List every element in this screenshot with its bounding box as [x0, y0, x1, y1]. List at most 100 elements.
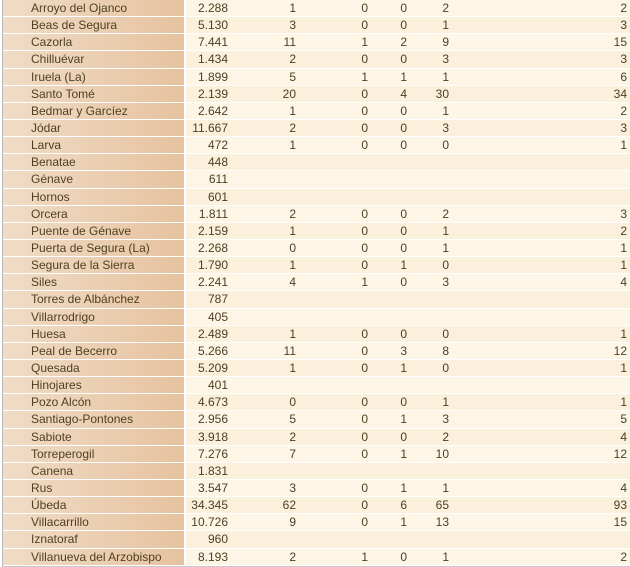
municipality-name-cell: Iznatoraf	[3, 530, 186, 549]
value-col-4-cell: 0	[299, 496, 371, 515]
value-col-5-cell	[371, 462, 410, 480]
value-col-5-cell	[371, 153, 410, 172]
value-col-4-cell: 0	[299, 16, 371, 35]
value-col-5-cell: 0	[371, 205, 410, 223]
value-col-4-cell: 1	[299, 273, 371, 292]
population-cell: 4.673	[185, 393, 231, 412]
table-row: Quesada 5.209 1 0 1 0 1	[3, 359, 630, 378]
total-value-cell: 2	[452, 102, 630, 120]
value-col-3-cell: 5	[231, 68, 299, 86]
value-col-4-cell	[299, 308, 371, 326]
value-col-3-cell	[231, 188, 299, 206]
value-col-4-cell: 0	[299, 102, 371, 120]
total-value-cell: 4	[452, 479, 630, 498]
municipality-name-cell: Peal de Becerro	[3, 342, 186, 360]
total-value-cell: 4	[452, 428, 630, 446]
municipality-name-cell: Orcera	[3, 205, 186, 223]
table-row: Chilluévar 1.434 2 0 0 3 3	[3, 50, 630, 69]
municipality-name-cell: Canena	[3, 462, 186, 480]
value-col-5-cell: 0	[371, 102, 410, 120]
municipality-name-cell: Iruela (La)	[3, 68, 186, 86]
value-col-3-cell	[231, 308, 299, 326]
value-col-4-cell	[299, 462, 371, 480]
value-col-5-cell: 1	[371, 359, 410, 378]
table-row: Arroyo del Ojanco 2.288 1 0 0 2 2	[3, 0, 630, 18]
population-cell: 1.811	[185, 205, 231, 223]
value-col-6-cell	[410, 462, 452, 480]
value-col-6-cell: 1	[410, 68, 452, 86]
population-cell: 1.831	[185, 462, 231, 480]
value-col-5-cell: 0	[371, 548, 410, 566]
value-col-3-cell	[231, 376, 299, 395]
value-col-3-cell: 9	[231, 513, 299, 532]
value-col-3-cell	[231, 290, 299, 309]
value-col-6-cell	[410, 376, 452, 395]
value-col-6-cell: 1	[410, 222, 452, 240]
value-col-4-cell	[299, 153, 371, 172]
value-col-4-cell: 0	[299, 393, 371, 412]
municipality-name-cell: Quesada	[3, 359, 186, 378]
value-col-4-cell: 0	[299, 239, 371, 258]
value-col-5-cell: 2	[371, 33, 410, 52]
population-cell: 601	[185, 188, 231, 206]
table-row: Villarrodrigo 405	[3, 308, 630, 326]
value-col-4-cell: 0	[299, 479, 371, 498]
value-col-6-cell: 0	[410, 136, 452, 155]
municipality-name-cell: Hinojares	[3, 376, 186, 395]
value-col-6-cell: 65	[410, 496, 452, 515]
municipality-name-cell: Torres de Albánchez	[3, 290, 186, 309]
municipality-name-cell: Arroyo del Ojanco	[3, 0, 186, 18]
value-col-6-cell: 2	[410, 205, 452, 223]
value-col-4-cell: 1	[299, 68, 371, 86]
value-col-5-cell: 0	[371, 50, 410, 69]
value-col-5-cell	[371, 530, 410, 549]
total-value-cell: 1	[452, 239, 630, 258]
value-col-5-cell: 0	[371, 239, 410, 258]
value-col-6-cell: 2	[410, 0, 452, 18]
population-cell: 7.276	[185, 445, 231, 463]
value-col-6-cell: 9	[410, 33, 452, 52]
table-row: Pozo Alcón 4.673 0 0 0 1 1	[3, 393, 630, 412]
value-col-6-cell	[410, 290, 452, 309]
population-cell: 2.241	[185, 273, 231, 292]
table-row: Génave 611	[3, 170, 630, 189]
municipality-table: Arroyo del Ojanco 2.288 1 0 0 2 2 Beas de Segur…	[3, 0, 630, 566]
table-row: Beas de Segura 5.130 3 0 0 1 3	[3, 16, 630, 35]
value-col-4-cell: 0	[299, 119, 371, 138]
total-value-cell	[452, 308, 630, 326]
table-row: Villanueva del Arzobispo 8.193 2 1 0 1 2	[3, 548, 630, 566]
value-col-6-cell: 3	[410, 273, 452, 292]
total-value-cell	[452, 188, 630, 206]
total-value-cell: 15	[452, 33, 630, 52]
population-cell: 1.790	[185, 256, 231, 275]
table-row: Puerta de Segura (La) 2.268 0 0 0 1 1	[3, 239, 630, 258]
municipality-name-cell: Villacarrillo	[3, 513, 186, 532]
total-value-cell: 3	[452, 119, 630, 138]
municipality-name-cell: Segura de la Sierra	[3, 256, 186, 275]
value-col-6-cell: 0	[410, 359, 452, 378]
municipality-name-cell: Pozo Alcón	[3, 393, 186, 412]
value-col-4-cell: 0	[299, 325, 371, 343]
value-col-5-cell: 1	[371, 410, 410, 429]
population-cell: 448	[185, 153, 231, 172]
value-col-3-cell: 0	[231, 393, 299, 412]
population-cell: 5.130	[185, 16, 231, 35]
population-cell: 960	[185, 530, 231, 549]
population-cell: 1.899	[185, 68, 231, 86]
table-row: Santiago-Pontones 2.956 5 0 1 3 5	[3, 410, 630, 429]
table-row: Orcera 1.811 2 0 0 2 3	[3, 205, 630, 223]
total-value-cell: 1	[452, 393, 630, 412]
population-cell: 8.193	[185, 548, 231, 566]
total-value-cell	[452, 376, 630, 395]
value-col-5-cell: 0	[371, 428, 410, 446]
value-col-4-cell: 1	[299, 33, 371, 52]
total-value-cell: 2	[452, 222, 630, 240]
total-value-cell: 6	[452, 68, 630, 86]
value-col-6-cell: 0	[410, 325, 452, 343]
value-col-3-cell: 1	[231, 325, 299, 343]
municipality-name-cell: Sabiote	[3, 428, 186, 446]
population-cell: 2.956	[185, 410, 231, 429]
value-col-6-cell: 1	[410, 393, 452, 412]
value-col-5-cell: 0	[371, 119, 410, 138]
municipality-name-cell: Puente de Génave	[3, 222, 186, 240]
